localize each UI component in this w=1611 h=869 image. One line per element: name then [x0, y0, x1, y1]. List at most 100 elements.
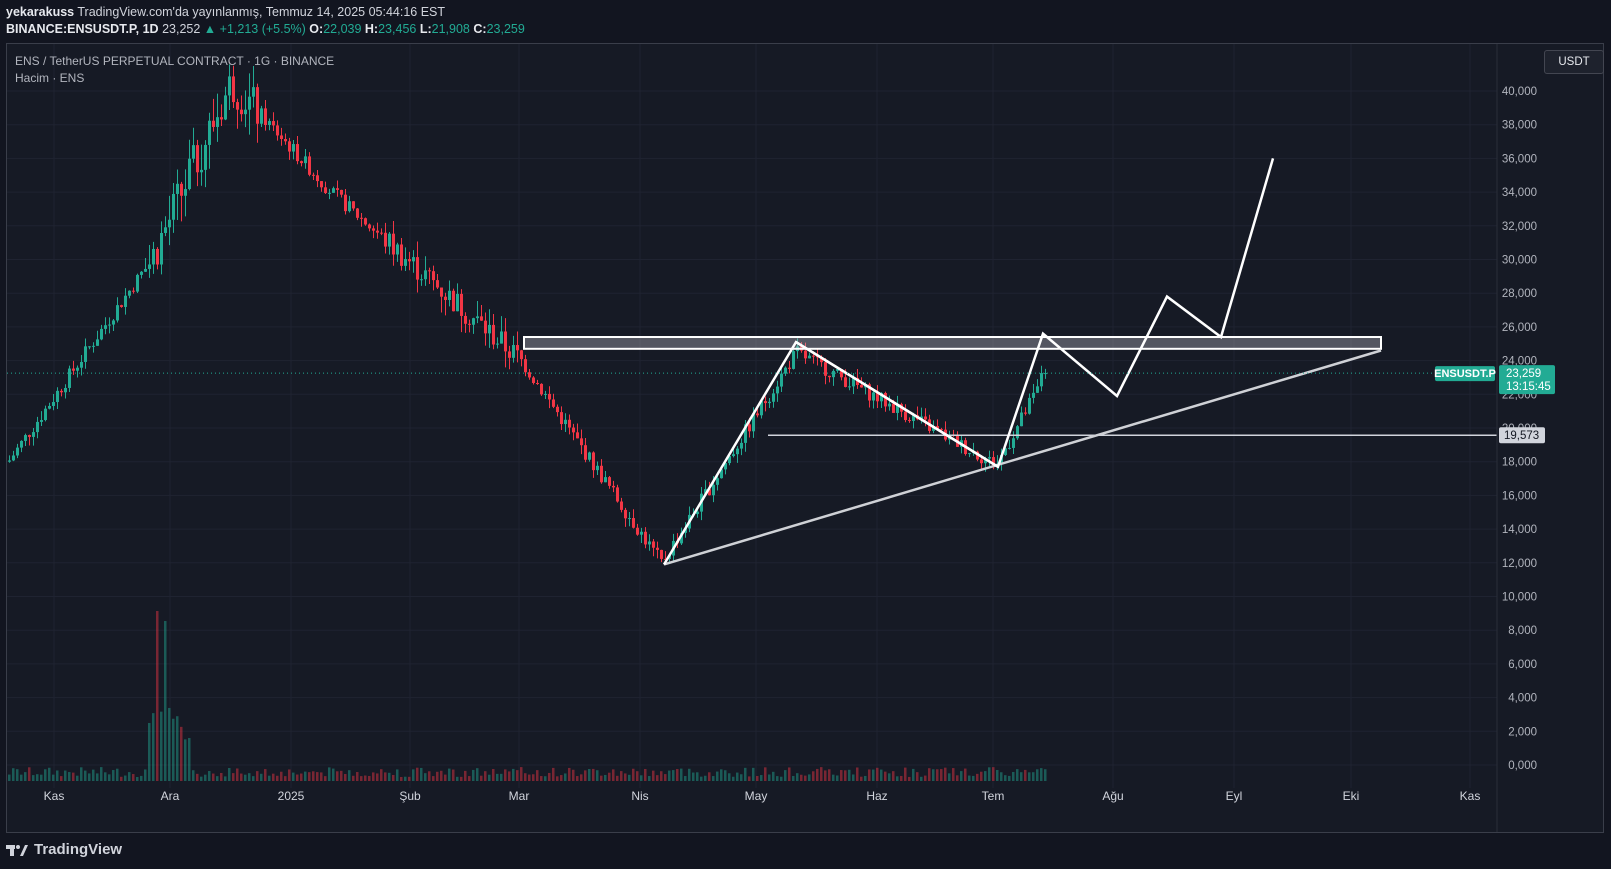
chart-legend: ENS / TetherUS PERPETUAL CONTRACT · 1G ·…	[15, 53, 334, 87]
volume-bar	[420, 767, 423, 781]
volume-bar	[20, 774, 23, 781]
volume-bar	[680, 768, 683, 781]
candle-body	[464, 315, 467, 324]
author-name[interactable]: yekarakuss	[6, 5, 75, 19]
volume-bar	[540, 776, 543, 781]
low-value: 21,908	[431, 22, 470, 36]
publish-info: TradingView.com'da yayınlanmış, Temmuz 1…	[77, 5, 446, 19]
price-tick-label: 0,000	[1508, 760, 1537, 772]
candle-body	[328, 192, 331, 194]
candle-body	[420, 279, 423, 281]
candle-body	[988, 457, 991, 459]
price-tick-label: 26,000	[1502, 322, 1537, 334]
price-tick-label: 28,000	[1502, 288, 1537, 300]
candle-body	[344, 194, 347, 212]
volume-bar	[296, 774, 299, 781]
candle-body	[424, 270, 427, 280]
volume-bar	[960, 771, 963, 781]
candle-body	[500, 331, 503, 344]
volume-bar	[188, 737, 191, 781]
candle-body	[1004, 448, 1007, 455]
volume-bar	[308, 772, 311, 781]
candle-body	[884, 392, 887, 407]
volume-bar	[696, 772, 699, 781]
projection-path	[662, 158, 1275, 566]
candle-body	[832, 370, 835, 378]
candle-body	[780, 373, 783, 387]
volume-bar	[592, 768, 595, 781]
candle-body	[116, 305, 119, 321]
volume-bar	[444, 774, 447, 781]
volume-bar	[580, 774, 583, 781]
volume-bar	[304, 771, 307, 781]
volume-bar	[1004, 775, 1007, 781]
candle-body	[852, 377, 855, 387]
time-tick-label: Ağu	[1102, 789, 1123, 803]
candle-body	[52, 402, 55, 406]
volume-bar	[896, 776, 899, 781]
volume-bar	[400, 776, 403, 781]
volume-bar	[828, 769, 831, 781]
candle-body	[148, 264, 151, 269]
volume-bar	[516, 770, 519, 781]
volume-bar	[64, 770, 67, 781]
candle-body	[880, 392, 883, 402]
candle-body	[760, 401, 763, 416]
volume-bar	[1020, 772, 1023, 781]
volume-bar	[884, 771, 887, 781]
volume-bar	[460, 776, 463, 781]
legend-title[interactable]: ENS / TetherUS PERPETUAL CONTRACT · 1G ·…	[15, 54, 335, 68]
candle-body	[308, 156, 311, 175]
volume-bar	[568, 767, 571, 781]
volume-bar	[16, 769, 19, 781]
candle-body	[100, 328, 103, 340]
symbol-label: BINANCE:ENSUSDT.P, 1D	[6, 22, 159, 36]
candle-body	[236, 102, 239, 110]
volume-bar	[664, 774, 667, 781]
candle-body	[896, 404, 899, 413]
volume-bar	[1024, 769, 1027, 781]
price-tick-label: 6,000	[1508, 659, 1537, 671]
legend-volume[interactable]: Hacim · ENS	[15, 71, 85, 85]
volume-bar	[352, 775, 355, 781]
volume-bar	[548, 772, 551, 781]
volume-bar	[224, 776, 227, 781]
currency-button[interactable]: USDT	[1544, 50, 1604, 74]
volume-bar	[408, 776, 411, 781]
volume-bar	[1032, 772, 1035, 781]
candle-body	[260, 108, 263, 124]
price-tick-label: 36,000	[1502, 153, 1537, 165]
candlestick-series	[8, 64, 1047, 565]
chart-pane[interactable]	[6, 43, 1604, 833]
candle-body	[76, 367, 79, 371]
candle-body	[528, 372, 531, 378]
candle-body	[484, 320, 487, 334]
volume-bar	[640, 775, 643, 781]
candle-body	[1024, 412, 1027, 414]
volume-bar	[356, 772, 359, 781]
volume-bar	[552, 767, 555, 781]
price-tick-label: 40,000	[1502, 86, 1537, 98]
volume-bar	[236, 768, 239, 781]
candle-body	[808, 355, 811, 359]
volume-bar	[116, 768, 119, 781]
candle-body	[680, 532, 683, 544]
volume-bar	[320, 772, 323, 781]
ohlc-line: BINANCE:ENSUSDT.P, 1D 23,252 ▲ +1,213 (+…	[6, 21, 525, 38]
volume-bar	[476, 768, 479, 781]
candle-body	[592, 452, 595, 471]
volume-bar	[744, 767, 747, 781]
volume-bar	[672, 770, 675, 781]
candle-body	[716, 478, 719, 485]
volume-bar	[452, 769, 455, 781]
volume-bar	[764, 767, 767, 781]
candle-body	[312, 174, 315, 176]
volume-bar	[904, 767, 907, 781]
open-label: O:	[309, 22, 324, 36]
candle-body	[124, 295, 127, 307]
volume-bar	[864, 775, 867, 781]
candle-body	[776, 386, 779, 394]
candle-body	[548, 393, 551, 400]
volume-bar	[208, 771, 211, 781]
